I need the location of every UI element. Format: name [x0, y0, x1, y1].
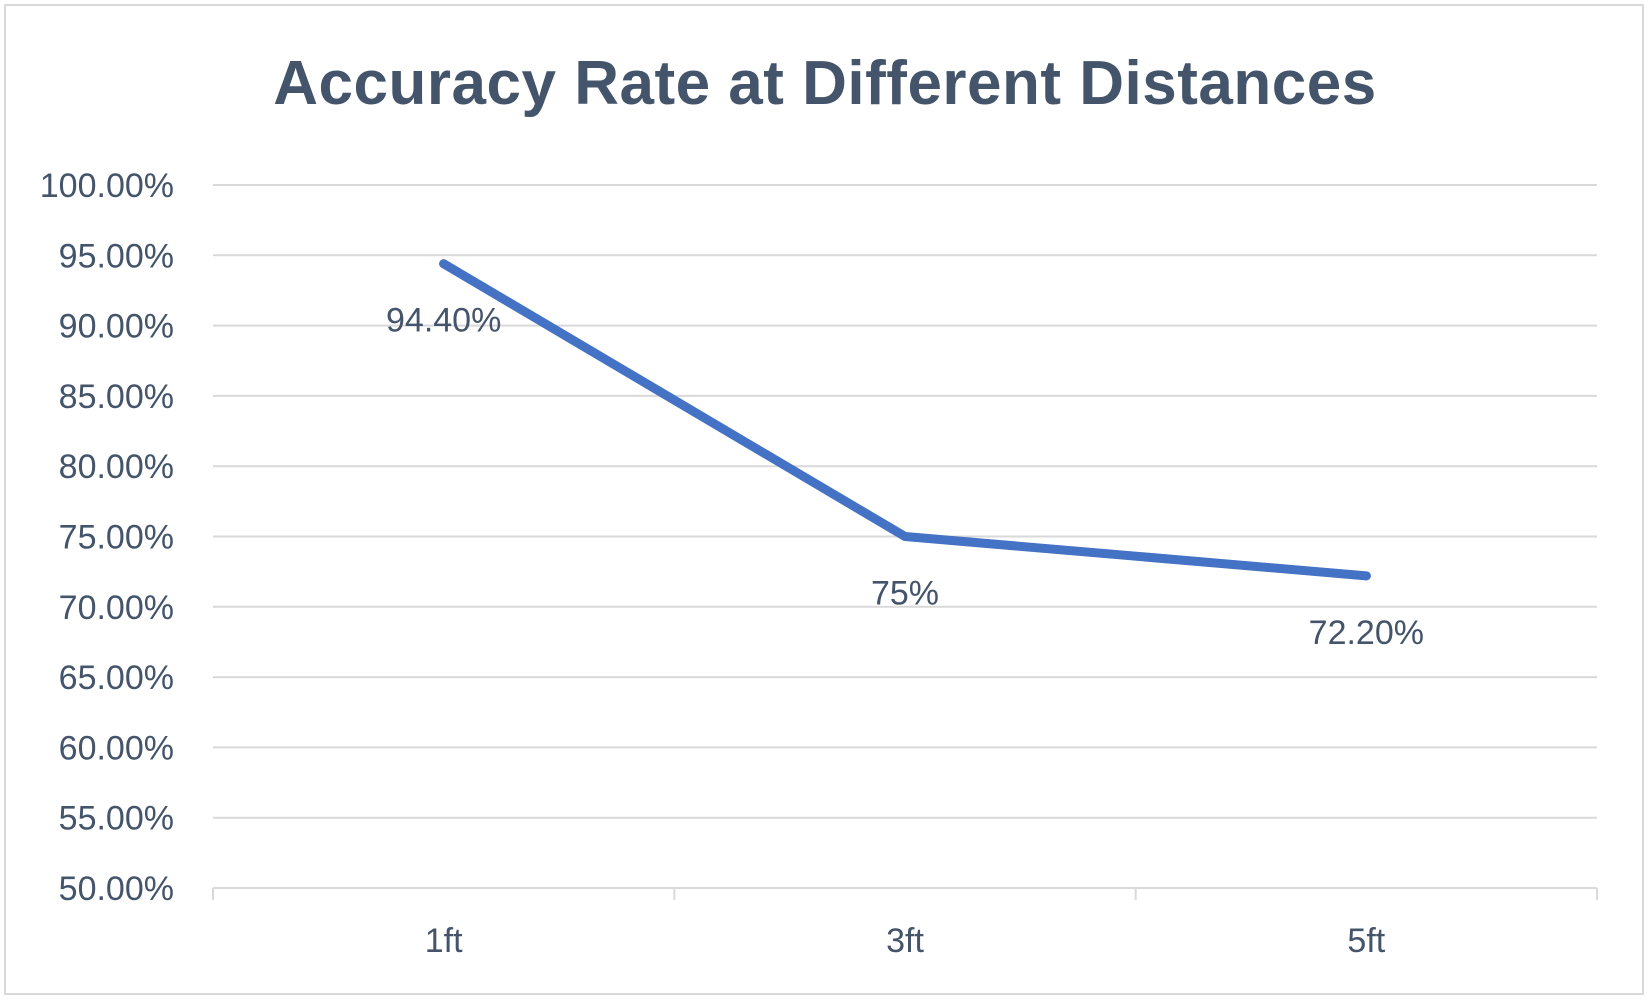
y-tick-label: 50.00%	[59, 870, 174, 908]
series	[439, 259, 1371, 581]
series-line	[439, 259, 1371, 581]
chart-title: Accuracy Rate at Different Distances	[273, 49, 1377, 118]
y-tick-label: 55.00%	[59, 800, 174, 838]
gridlines	[213, 184, 1597, 819]
x-axis-labels: 1ft 3ft 5ft	[425, 922, 1386, 960]
data-point	[439, 259, 449, 269]
data-point	[1361, 571, 1371, 581]
y-tick-label: 60.00%	[59, 729, 174, 767]
data-label: 75%	[871, 575, 939, 613]
data-label: 72.20%	[1309, 614, 1424, 652]
chart-frame	[4, 4, 1644, 995]
x-axis	[212, 887, 1598, 900]
y-tick-label: 75.00%	[59, 519, 174, 557]
y-tick-label: 85.00%	[59, 378, 174, 416]
y-tick-label: 95.00%	[59, 237, 174, 275]
y-tick-label: 100.00%	[40, 167, 174, 205]
y-tick-label: 70.00%	[59, 589, 174, 627]
y-tick-label: 90.00%	[59, 308, 174, 346]
x-tick-label: 5ft	[1347, 922, 1385, 960]
data-point	[900, 532, 910, 541]
y-tick-label: 80.00%	[59, 448, 174, 486]
data-label: 94.40%	[386, 302, 501, 340]
x-tick-label: 1ft	[425, 922, 463, 960]
data-labels: 94.40% 75% 72.20%	[386, 302, 1424, 652]
y-axis: 50.00% 55.00% 60.00% 65.00% 70.00% 75.00% 80.0…	[40, 167, 174, 908]
y-tick-label: 65.00%	[59, 659, 174, 697]
x-tick-label: 3ft	[886, 922, 924, 960]
